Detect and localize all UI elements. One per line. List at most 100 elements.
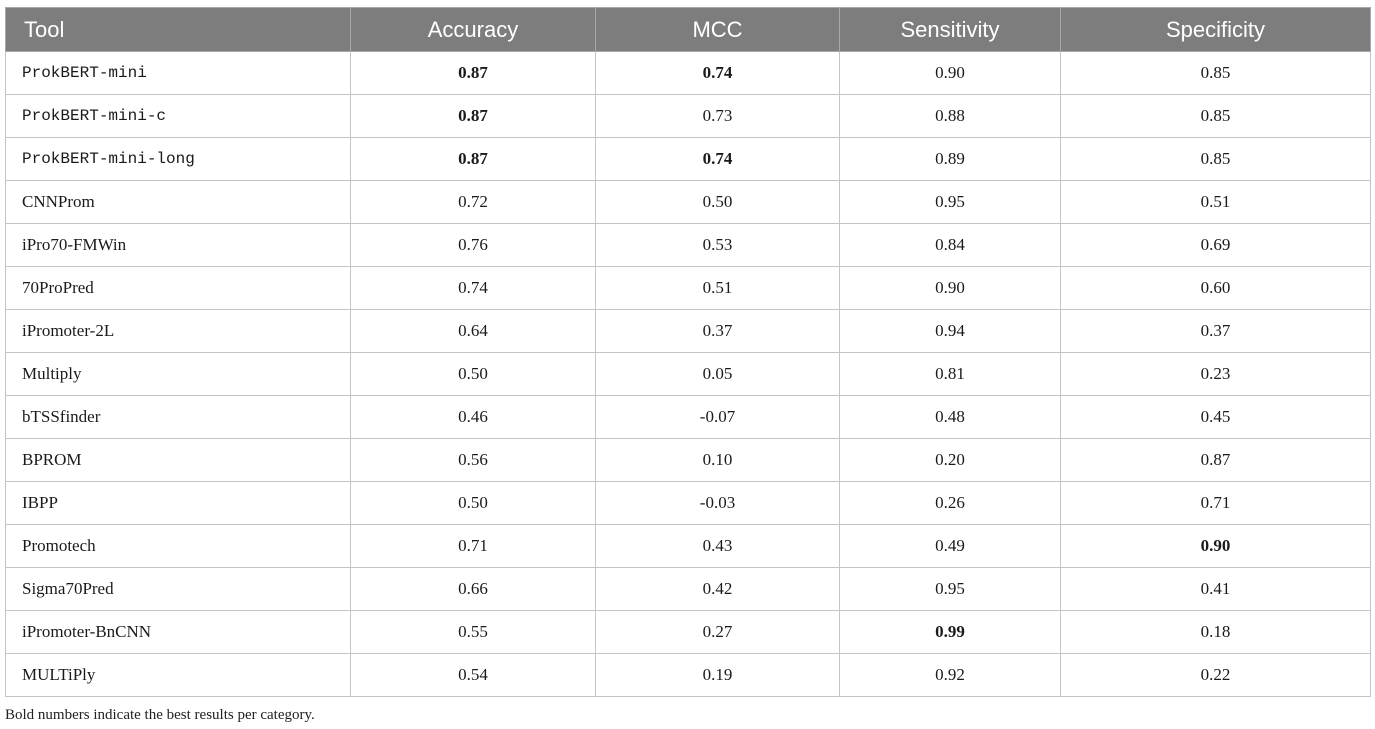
cell-specificity: 0.23 [1060, 352, 1371, 396]
cell-tool: CNNProm [5, 180, 351, 224]
table-row: ProkBERT-mini 0.87 0.74 0.90 0.85 [5, 51, 1371, 95]
cell-tool: MULTiPly [5, 653, 351, 697]
cell-tool: bTSSfinder [5, 395, 351, 439]
table-row: BPROM 0.56 0.10 0.20 0.87 [5, 438, 1371, 482]
cell-specificity: 0.37 [1060, 309, 1371, 353]
table-row: Sigma70Pred 0.66 0.42 0.95 0.41 [5, 567, 1371, 611]
cell-specificity: 0.85 [1060, 137, 1371, 181]
cell-tool: Promotech [5, 524, 351, 568]
table-row: ProkBERT-mini-c 0.87 0.73 0.88 0.85 [5, 94, 1371, 138]
cell-sensitivity: 0.49 [839, 524, 1061, 568]
cell-specificity: 0.85 [1060, 94, 1371, 138]
cell-mcc: 0.51 [595, 266, 840, 310]
cell-accuracy: 0.50 [350, 352, 596, 396]
cell-tool: IBPP [5, 481, 351, 525]
cell-mcc: 0.05 [595, 352, 840, 396]
header-sensitivity: Sensitivity [839, 7, 1061, 52]
cell-accuracy: 0.54 [350, 653, 596, 697]
header-tool: Tool [5, 7, 351, 52]
cell-accuracy: 0.76 [350, 223, 596, 267]
table-row: CNNProm 0.72 0.50 0.95 0.51 [5, 180, 1371, 224]
cell-specificity: 0.90 [1060, 524, 1371, 568]
cell-accuracy: 0.55 [350, 610, 596, 654]
cell-accuracy: 0.50 [350, 481, 596, 525]
header-accuracy: Accuracy [350, 7, 596, 52]
cell-tool: 70ProPred [5, 266, 351, 310]
table-row: Multiply 0.50 0.05 0.81 0.23 [5, 352, 1371, 396]
cell-mcc: 0.74 [595, 137, 840, 181]
cell-accuracy: 0.87 [350, 94, 596, 138]
cell-tool: ProkBERT-mini [5, 51, 351, 95]
cell-sensitivity: 0.48 [839, 395, 1061, 439]
cell-mcc: 0.74 [595, 51, 840, 95]
cell-sensitivity: 0.95 [839, 567, 1061, 611]
cell-sensitivity: 0.99 [839, 610, 1061, 654]
cell-specificity: 0.85 [1060, 51, 1371, 95]
cell-tool: BPROM [5, 438, 351, 482]
cell-specificity: 0.69 [1060, 223, 1371, 267]
cell-specificity: 0.41 [1060, 567, 1371, 611]
cell-accuracy: 0.66 [350, 567, 596, 611]
results-table-container: Tool Accuracy MCC Sensitivity Specificit… [5, 7, 1371, 697]
table-row: iPromoter-2L 0.64 0.37 0.94 0.37 [5, 309, 1371, 353]
cell-accuracy: 0.71 [350, 524, 596, 568]
cell-mcc: 0.19 [595, 653, 840, 697]
table-row: ProkBERT-mini-long 0.87 0.74 0.89 0.85 [5, 137, 1371, 181]
cell-sensitivity: 0.95 [839, 180, 1061, 224]
cell-sensitivity: 0.89 [839, 137, 1061, 181]
cell-sensitivity: 0.90 [839, 51, 1061, 95]
cell-specificity: 0.87 [1060, 438, 1371, 482]
cell-accuracy: 0.74 [350, 266, 596, 310]
cell-mcc: 0.53 [595, 223, 840, 267]
cell-accuracy: 0.87 [350, 51, 596, 95]
cell-mcc: 0.27 [595, 610, 840, 654]
cell-tool: iPro70-FMWin [5, 223, 351, 267]
cell-tool: Sigma70Pred [5, 567, 351, 611]
table-row: MULTiPly 0.54 0.19 0.92 0.22 [5, 653, 1371, 697]
table-row: 70ProPred 0.74 0.51 0.90 0.60 [5, 266, 1371, 310]
cell-accuracy: 0.87 [350, 137, 596, 181]
cell-tool: Multiply [5, 352, 351, 396]
table-row: iPromoter-BnCNN 0.55 0.27 0.99 0.18 [5, 610, 1371, 654]
cell-mcc: 0.50 [595, 180, 840, 224]
cell-mcc: 0.73 [595, 94, 840, 138]
cell-sensitivity: 0.88 [839, 94, 1061, 138]
cell-specificity: 0.22 [1060, 653, 1371, 697]
cell-mcc: 0.10 [595, 438, 840, 482]
table-footnote: Bold numbers indicate the best results p… [5, 707, 315, 723]
table-row: iPro70-FMWin 0.76 0.53 0.84 0.69 [5, 223, 1371, 267]
cell-sensitivity: 0.84 [839, 223, 1061, 267]
table-body: ProkBERT-mini 0.87 0.74 0.90 0.85 ProkBERT-mi… [5, 51, 1371, 697]
cell-mcc: -0.03 [595, 481, 840, 525]
cell-tool: ProkBERT-mini-c [5, 94, 351, 138]
cell-specificity: 0.45 [1060, 395, 1371, 439]
cell-accuracy: 0.46 [350, 395, 596, 439]
cell-specificity: 0.51 [1060, 180, 1371, 224]
cell-specificity: 0.60 [1060, 266, 1371, 310]
table-row: Promotech 0.71 0.43 0.49 0.90 [5, 524, 1371, 568]
cell-mcc: 0.43 [595, 524, 840, 568]
cell-sensitivity: 0.20 [839, 438, 1061, 482]
cell-sensitivity: 0.81 [839, 352, 1061, 396]
cell-mcc: 0.37 [595, 309, 840, 353]
cell-sensitivity: 0.94 [839, 309, 1061, 353]
cell-mcc: 0.42 [595, 567, 840, 611]
cell-accuracy: 0.56 [350, 438, 596, 482]
cell-tool: iPromoter-2L [5, 309, 351, 353]
cell-sensitivity: 0.26 [839, 481, 1061, 525]
table-row: IBPP 0.50 -0.03 0.26 0.71 [5, 481, 1371, 525]
cell-specificity: 0.71 [1060, 481, 1371, 525]
cell-sensitivity: 0.92 [839, 653, 1061, 697]
cell-sensitivity: 0.90 [839, 266, 1061, 310]
header-row: Tool Accuracy MCC Sensitivity Specificit… [5, 7, 1371, 52]
header-mcc: MCC [595, 7, 840, 52]
cell-accuracy: 0.64 [350, 309, 596, 353]
table-row: bTSSfinder 0.46 -0.07 0.48 0.45 [5, 395, 1371, 439]
cell-accuracy: 0.72 [350, 180, 596, 224]
header-specificity: Specificity [1060, 7, 1371, 52]
cell-tool: iPromoter-BnCNN [5, 610, 351, 654]
cell-mcc: -0.07 [595, 395, 840, 439]
cell-specificity: 0.18 [1060, 610, 1371, 654]
cell-tool: ProkBERT-mini-long [5, 137, 351, 181]
results-table: Tool Accuracy MCC Sensitivity Specificit… [5, 7, 1371, 697]
